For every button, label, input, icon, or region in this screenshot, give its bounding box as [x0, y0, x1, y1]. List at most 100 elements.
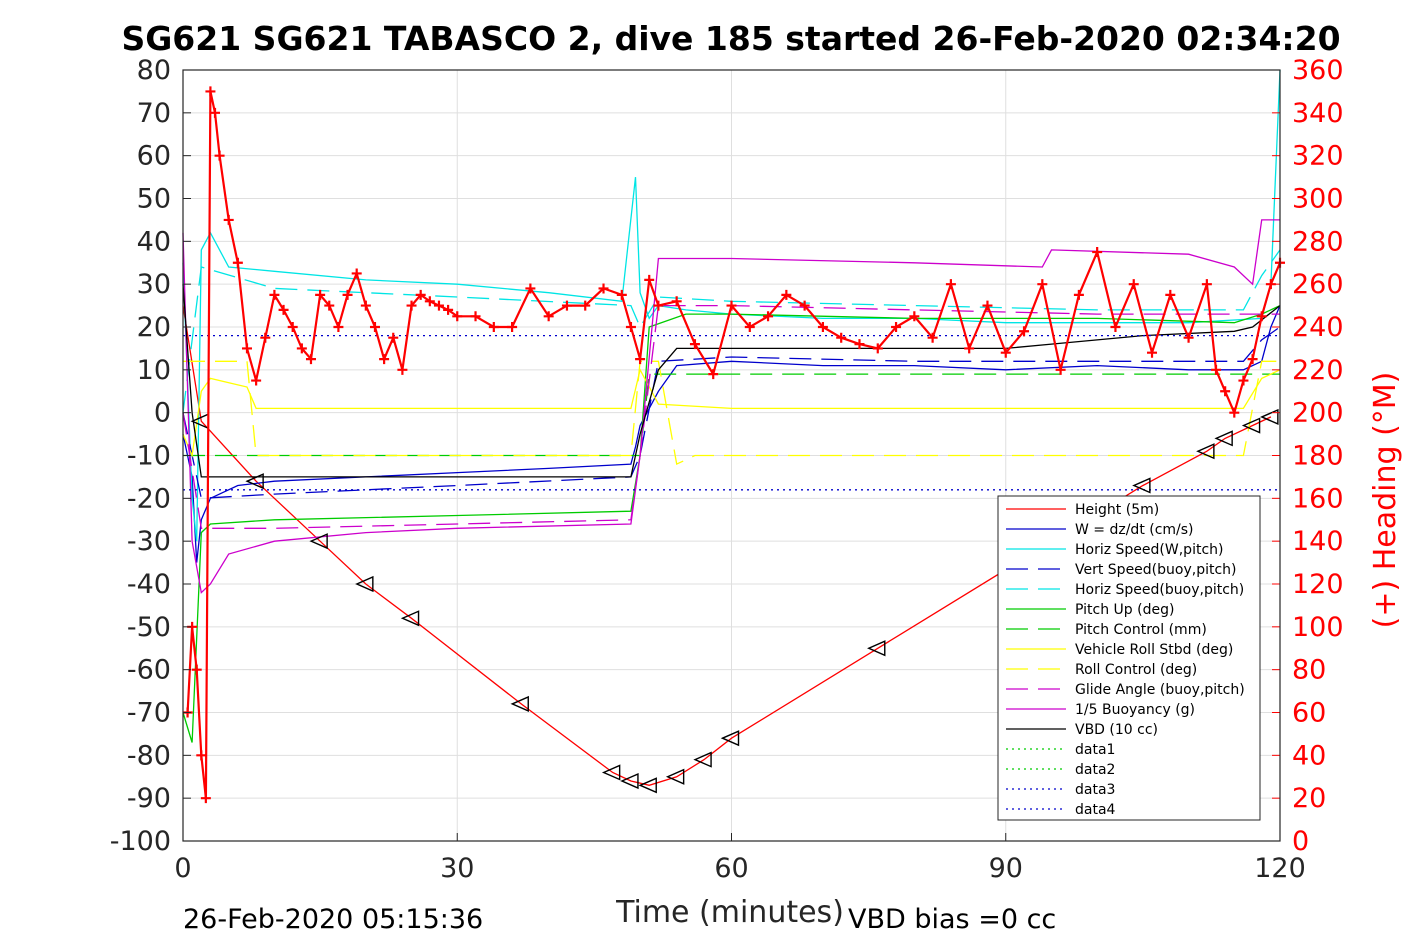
heading-marker: [927, 332, 938, 343]
heading-marker: [1147, 347, 1158, 358]
y-right-tick-label: 260: [1292, 269, 1344, 300]
y-tick-label: -20: [127, 483, 171, 514]
heading-marker: [342, 289, 353, 300]
legend-entry-label: Horiz Speed(buoy,pitch): [1075, 582, 1244, 598]
y-tick-label: 40: [137, 226, 171, 257]
heading-marker: [433, 300, 444, 311]
legend-entry-label: data3: [1075, 782, 1115, 798]
heading-marker: [1211, 364, 1222, 375]
heading-marker: [525, 283, 536, 294]
heading-marker: [1055, 364, 1066, 375]
heading-marker: [191, 664, 202, 675]
heading-marker: [817, 322, 828, 332]
height-point-marker: [665, 768, 685, 785]
legend-entry-label: Height (5m): [1075, 502, 1159, 518]
y-right-tick-label: 60: [1292, 698, 1326, 729]
y-axis-label-right: (+) Heading (°M): [1368, 372, 1403, 629]
height-point-marker: [1132, 477, 1151, 494]
heading-marker: [1073, 289, 1084, 300]
y-right-tick-label: 300: [1292, 184, 1344, 215]
y-tick-label: 60: [137, 141, 171, 172]
heading-marker: [388, 332, 399, 343]
heading-marker: [214, 150, 225, 161]
heading-marker: [260, 332, 271, 343]
heading-marker: [470, 311, 481, 322]
heading-marker: [982, 300, 993, 311]
y-right-tick-label: 140: [1292, 526, 1344, 557]
height-point-marker: [245, 473, 264, 490]
heading-marker: [580, 300, 591, 311]
height-point-marker: [510, 695, 529, 713]
heading-marker: [891, 322, 902, 332]
heading-marker: [333, 322, 344, 332]
heading-marker: [360, 300, 371, 311]
series-line-10: [182, 219, 1280, 594]
heading-marker: [351, 268, 362, 279]
footer-timestamp: 26-Feb-2020 05:15:36: [183, 904, 483, 935]
legend-entry-label: Roll Control (deg): [1075, 662, 1197, 678]
series-line-9: [182, 304, 1280, 529]
y-right-tick-label: 200: [1292, 398, 1344, 429]
heading-marker: [209, 107, 220, 118]
heading-marker: [397, 364, 408, 375]
heading-marker: [278, 304, 289, 315]
y-right-tick-label: 320: [1292, 141, 1344, 172]
y-tick-label: -100: [110, 826, 171, 857]
plot-frame: [182, 69, 1281, 842]
legend-entry-label: data4: [1075, 802, 1116, 818]
y-tick-label: -60: [127, 655, 171, 686]
chart-title: SG621 SG621 TABASCO 2, dive 185 started …: [121, 19, 1340, 58]
y-tick-label: 80: [137, 55, 171, 86]
heading-marker: [763, 311, 774, 322]
heading-markers: [182, 86, 1285, 804]
heading-marker: [269, 289, 280, 300]
axis-ticks: 80706050403020100-10-20-30-40-50-60-70-8…: [110, 55, 1344, 884]
legend-entry-label: Vehicle Roll Stbd (deg): [1075, 642, 1233, 658]
legend-entry-label: Pitch Control (mm): [1075, 622, 1207, 638]
heading-marker: [232, 257, 243, 268]
y-right-tick-label: 0: [1292, 826, 1309, 857]
heading-marker: [1247, 354, 1258, 365]
legend-entry-label: Glide Angle (buoy,pitch): [1075, 682, 1245, 698]
y-tick-label: -50: [127, 612, 171, 643]
heading-marker: [543, 311, 554, 322]
height-point-marker: [309, 533, 328, 550]
heading-marker: [1183, 332, 1194, 343]
height-point-marker: [638, 777, 657, 794]
y-tick-label: -40: [127, 569, 171, 600]
heading-marker: [1165, 289, 1176, 300]
y-tick-label: 20: [137, 312, 171, 343]
legend-entry-label: VBD (10 cc): [1075, 722, 1158, 738]
y-tick-label: -80: [127, 740, 171, 771]
heading-marker: [1238, 375, 1249, 386]
y-right-tick-label: 80: [1292, 655, 1326, 686]
y-tick-label: -90: [127, 783, 171, 814]
y-right-tick-label: 180: [1292, 441, 1344, 472]
y-tick-label: 10: [137, 355, 171, 386]
heading-marker: [872, 343, 883, 354]
heading-marker: [241, 343, 252, 354]
heading-marker: [488, 322, 499, 332]
y-right-tick-label: 240: [1292, 312, 1344, 343]
series-line-3: [182, 326, 1281, 499]
height-point-marker: [620, 772, 639, 790]
heading-marker: [305, 354, 316, 365]
heading-marker: [1037, 279, 1048, 290]
y-right-tick-label: 100: [1292, 612, 1344, 643]
y-right-tick-label: 280: [1292, 226, 1344, 257]
heading-marker: [1019, 326, 1030, 337]
series-line-7: [182, 367, 1281, 458]
heading-marker: [635, 354, 646, 365]
heading-marker: [1256, 311, 1267, 322]
legend-entry-label: Horiz Speed(W,pitch): [1075, 542, 1223, 558]
heading-marker: [1000, 347, 1011, 358]
legend-entry-label: data2: [1075, 762, 1115, 778]
heading-marker: [1128, 279, 1139, 290]
height-point-marker: [601, 764, 621, 781]
heading-marker: [781, 289, 792, 300]
height-point-marker: [1214, 430, 1233, 447]
legend-entry-label: 1/5 Buoyancy (g): [1075, 702, 1195, 718]
heading-marker: [443, 304, 454, 315]
heading-marker: [452, 311, 463, 322]
